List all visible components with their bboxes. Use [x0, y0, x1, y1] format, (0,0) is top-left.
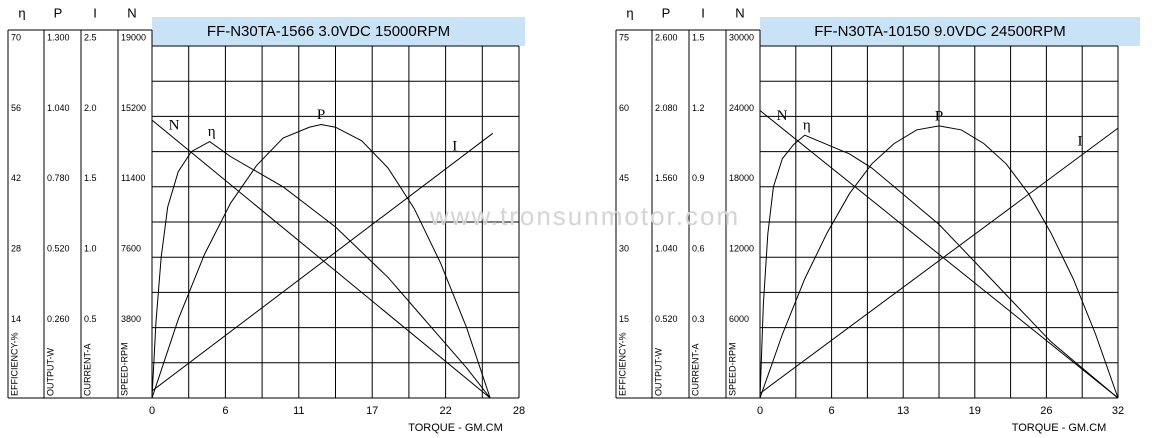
curve — [151, 124, 491, 399]
y-tick-label: 3800 — [121, 314, 141, 324]
axis-symbol: η — [18, 5, 25, 20]
y-tick-label: 1.5 — [84, 173, 97, 183]
axis-symbol: P — [662, 5, 671, 20]
y-tick-label: 0.3 — [692, 314, 705, 324]
axis-label: SPEED-RPM — [727, 342, 737, 396]
x-tick-label: 11 — [293, 405, 304, 417]
curve-label: P — [317, 107, 325, 123]
curve — [759, 125, 1119, 399]
curve — [759, 134, 1119, 399]
y-tick-label: 1.040 — [655, 244, 678, 254]
y-tick-label: 1.5 — [692, 32, 705, 42]
y-tick-label: 0.780 — [47, 173, 70, 183]
axis-label: OUTPUT-W — [653, 348, 663, 396]
curve — [759, 110, 1119, 399]
y-tick-label: 0.5 — [84, 314, 97, 324]
y-tick-label: 15200 — [121, 103, 146, 113]
x-tick-label: 32 — [1112, 405, 1124, 417]
watermark: www.tronsunmotor.com — [429, 201, 740, 231]
y-tick-label: 12000 — [729, 244, 754, 254]
curve-label: I — [1078, 134, 1083, 150]
y-tick-label: 28 — [11, 244, 21, 254]
curve — [151, 132, 494, 392]
axis-symbol: I — [93, 5, 97, 20]
y-tick-label: 2.0 — [84, 103, 97, 113]
y-tick-label: 2.5 — [84, 32, 97, 42]
axis-label: OUTPUT-W — [45, 348, 55, 396]
y-tick-label: 75 — [619, 32, 629, 42]
curve — [151, 140, 491, 399]
chart-title: FF-N30TA-10150 9.0VDC 24500RPM — [814, 23, 1066, 40]
curve — [151, 119, 491, 399]
y-tick-label: 11400 — [121, 173, 145, 183]
y-tick-label: 6000 — [729, 314, 749, 324]
y-tick-label: 45 — [619, 173, 629, 183]
y-tick-label: 7600 — [121, 244, 141, 254]
y-tick-label: 24000 — [729, 103, 754, 113]
y-tick-label: 60 — [619, 103, 629, 113]
axis-label: CURRENT-A — [690, 343, 700, 396]
axis-label: EFFICIENCY-% — [617, 332, 627, 396]
y-tick-label: 19000 — [121, 32, 146, 42]
chart-title: FF-N30TA-1566 3.0VDC 15000RPM — [207, 23, 450, 40]
x-tick-label: 17 — [366, 405, 378, 417]
x-tick-label: 26 — [1040, 405, 1052, 417]
x-tick-label: 6 — [222, 405, 228, 417]
y-tick-label: 14 — [11, 314, 21, 324]
y-tick-label: 0.520 — [655, 314, 678, 324]
y-tick-label: 0.9 — [692, 173, 705, 183]
y-tick-label: 2.080 — [655, 103, 678, 113]
curve-label: P — [935, 108, 943, 124]
curve-label: N — [169, 118, 180, 134]
y-tick-label: 1.300 — [47, 32, 70, 42]
axis-symbol: I — [701, 5, 705, 20]
axis-symbol: N — [735, 5, 744, 20]
y-tick-label: 0.6 — [692, 244, 705, 254]
x-tick-label: 6 — [829, 405, 835, 417]
y-tick-label: 1.560 — [655, 173, 678, 183]
axis-label: EFFICIENCY-% — [9, 332, 19, 396]
y-tick-label: 15 — [619, 314, 629, 324]
axis-symbol: N — [127, 5, 136, 20]
axis-label: SPEED-RPM — [119, 342, 129, 396]
curve-label: I — [452, 139, 457, 155]
y-tick-label: 30 — [619, 244, 629, 254]
axis-symbol: η — [626, 5, 633, 20]
x-axis-label: TORQUE - GM.CM — [408, 422, 503, 434]
x-tick-label: 0 — [149, 405, 155, 417]
x-tick-label: 13 — [897, 405, 909, 417]
y-tick-label: 42 — [11, 173, 21, 183]
y-tick-label: 1.0 — [84, 244, 97, 254]
axis-label: CURRENT-A — [82, 343, 92, 396]
y-tick-label: 70 — [11, 32, 21, 42]
y-tick-label: 0.520 — [47, 244, 70, 254]
y-tick-label: 0.260 — [47, 314, 70, 324]
title-box — [152, 17, 525, 46]
curve-label: η — [208, 124, 216, 140]
y-tick-label: 1.2 — [692, 103, 705, 113]
axis-symbol: P — [54, 5, 63, 20]
y-tick-label: 2.600 — [655, 32, 678, 42]
x-tick-label: 22 — [439, 405, 451, 417]
x-tick-label: 28 — [513, 405, 525, 417]
y-tick-label: 56 — [11, 103, 21, 113]
x-tick-label: 0 — [757, 405, 763, 417]
title-box — [760, 17, 1140, 46]
x-tick-label: 19 — [969, 405, 981, 417]
y-tick-label: 1.040 — [47, 103, 70, 113]
y-tick-label: 30000 — [729, 32, 754, 42]
x-axis-label: TORQUE - GM.CM — [1012, 422, 1107, 434]
curve-label: N — [777, 108, 788, 124]
curve-label: η — [803, 118, 811, 134]
curve — [759, 127, 1119, 394]
y-tick-label: 18000 — [729, 173, 754, 183]
